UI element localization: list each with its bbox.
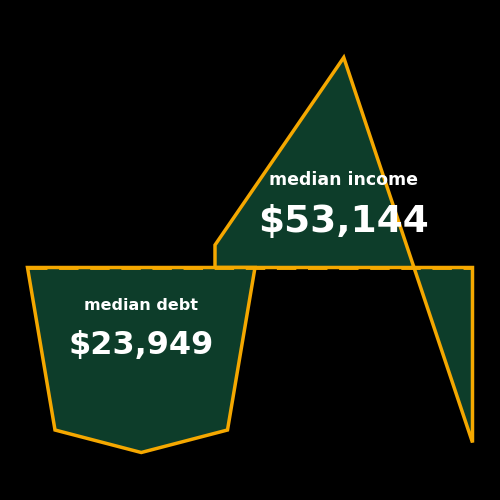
Text: median debt: median debt	[84, 298, 198, 312]
Polygon shape	[215, 58, 472, 442]
Polygon shape	[28, 268, 255, 452]
Text: $23,949: $23,949	[68, 330, 214, 360]
Text: $53,144: $53,144	[258, 204, 429, 240]
Text: median income: median income	[269, 171, 418, 189]
